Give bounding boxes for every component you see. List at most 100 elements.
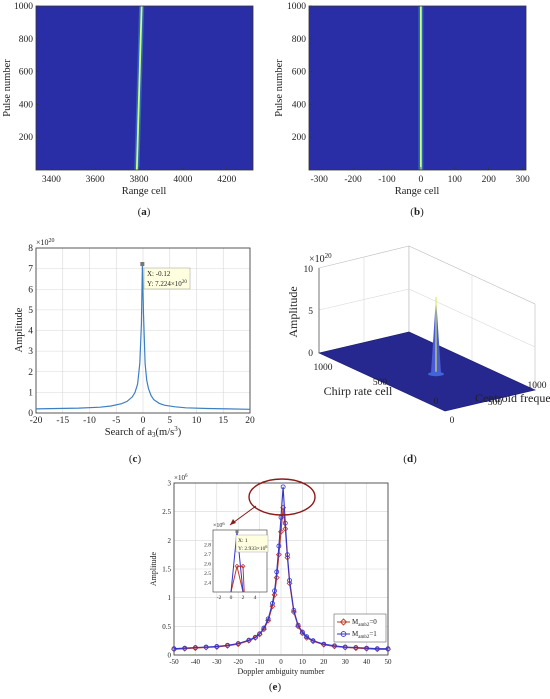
panel-e-inset-ytick-label: 2.7 <box>204 552 211 558</box>
panel-c-xtick-label: 5 <box>167 416 172 426</box>
panel-e-inset-red-point <box>240 563 246 569</box>
panel-e-xlabel: Doppler ambiguity number <box>237 667 324 676</box>
panel-e-legend-label-0: Mamb2=0 <box>352 618 377 628</box>
panel-c-xtick-label: -20 <box>30 416 43 426</box>
panel-d-xtick: 1000 <box>528 381 547 391</box>
panel-d-xtick: 0 <box>450 416 455 426</box>
panel-b-ylabel: Pulse number <box>274 59 285 117</box>
panel-e-point-1 <box>192 645 198 650</box>
panel-c-xtick-label: 10 <box>192 416 202 426</box>
panel-a-ytick-label: 600 <box>19 68 34 78</box>
panel-e-xtick-label: 50 <box>385 658 393 666</box>
panel-e-ytick-label: 0 <box>168 652 172 660</box>
panel-c-ytick-label: 5 <box>28 306 33 316</box>
panel-e-legend: Mamb2=0 Mamb2=1 <box>333 613 387 643</box>
panel-a-xtick-label: 3800 <box>130 175 149 185</box>
panel-e-point-1 <box>342 644 348 650</box>
panel-c-xtick-label: 20 <box>245 416 255 426</box>
panel-e-ytick-label: 2.5 <box>162 508 171 516</box>
panel-c-ytick-label: 7 <box>28 265 33 275</box>
panel-c-line-chart: -20 -15 -10 -5 0 5 10 15 20 0 1 2 3 4 5 6 7 8 X: -0.12 Y… <box>14 238 255 465</box>
panel-d-ztick: 10 <box>304 265 314 275</box>
panel-e-xtick-label: -50 <box>169 658 179 666</box>
panel-c-ytick-label: 1 <box>28 388 33 398</box>
panel-e-point-0 <box>282 525 289 532</box>
panel-d-ytick: 500 <box>373 378 388 388</box>
panel-b-ytick-label: 200 <box>292 133 307 143</box>
panel-e-point-0 <box>286 580 293 587</box>
panel-e-point-1 <box>282 520 288 526</box>
panel-e-inset-xtick-label: 0 <box>230 595 233 601</box>
panel-b-xtick-label: -200 <box>344 175 362 185</box>
panel-e-highlight-ellipse <box>248 478 316 516</box>
panel-b-xlabel: Range cell <box>395 186 440 197</box>
panel-e-point-0 <box>275 551 282 558</box>
panel-c-ytick-label: 6 <box>28 285 33 295</box>
panel-c-xtick-label: -15 <box>56 416 69 426</box>
panel-e-point-1 <box>214 644 220 649</box>
panel-e-inset-ytick-label: 2.6 <box>204 561 211 567</box>
panel-e-point-1 <box>235 641 241 646</box>
panel-e-ytick-label: 0.5 <box>162 623 171 631</box>
panel-c-ylabel: Amplitude <box>14 307 25 352</box>
panel-a-ytick-label: 800 <box>19 35 34 45</box>
panel-c-ytick-label: 3 <box>28 347 33 357</box>
panel-e-point-1 <box>276 543 282 549</box>
panel-e-ytick-label: 3 <box>168 480 172 488</box>
panel-e-point-1 <box>374 646 380 652</box>
panel-e-point-1 <box>261 625 267 631</box>
panel-b-ytick-label: 800 <box>292 35 307 45</box>
panel-e-point-1 <box>332 643 337 649</box>
panel-a-ytick-label: 200 <box>19 133 34 143</box>
panel-e-inset-xtick-label: -2 <box>217 595 222 601</box>
panel-e-point-1 <box>310 638 316 644</box>
panel-e-xtick-label: 30 <box>342 658 350 666</box>
panel-e-xtick-label: 0 <box>279 658 283 666</box>
panel-e-point-1 <box>257 631 263 637</box>
panel-e-legend-marker-blue <box>340 631 347 637</box>
panel-b-xtick-label: 300 <box>515 175 530 185</box>
panel-e-ytick-label: 1 <box>168 594 172 602</box>
panel-e-inset-ytick-label: 2.8 <box>204 542 211 548</box>
panel-e-xtick-label: 10 <box>299 658 307 666</box>
panel-c-ytick-label: 4 <box>28 327 33 337</box>
panel-e-xtick-label: -30 <box>212 658 222 666</box>
panel-c-ytick-label: 2 <box>28 368 33 378</box>
panel-d-xtick: 500 <box>488 398 503 408</box>
panel-e-point-1 <box>291 607 297 613</box>
panel-e-point-1 <box>304 634 310 640</box>
panel-b-xtick-label: 100 <box>448 175 463 185</box>
panel-e-inset-ytick-label: 2.4 <box>204 580 211 586</box>
panel-e-point-0 <box>273 574 280 581</box>
panel-d-surface-chart: 0 5 10 ×1020 Amplitude 1000 500 0 Chirp … <box>286 245 550 465</box>
panel-b-ytick-label: 600 <box>292 68 307 78</box>
panel-e-point-1 <box>252 634 258 640</box>
panel-e-line-chart: -50 -40 -30 -20 -10 0 10 20 30 40 50 00.511.522.53… <box>149 474 392 693</box>
panel-b-ytick-label: 1000 <box>287 2 306 12</box>
panel-e-legend-marker-red <box>339 618 348 626</box>
panel-e-point-1 <box>299 629 305 635</box>
panel-e-inset-datatip-y: Y: 2.933×106 <box>238 544 267 552</box>
panel-e-point-1 <box>171 646 177 652</box>
panel-e-inset-xtick-label: 4 <box>254 595 257 601</box>
panel-e-point-1 <box>203 644 209 650</box>
panel-e-point-1 <box>295 622 301 628</box>
panel-c-datatip-marker <box>140 262 145 267</box>
panel-a-frame <box>35 5 254 171</box>
panel-e-point-1 <box>353 645 359 650</box>
panel-c-datatip-x: X: -0.12 <box>147 270 171 278</box>
panel-e-point-1 <box>265 616 271 622</box>
panel-c-ytick-label: 8 <box>28 244 33 254</box>
panel-c-label: (c) <box>129 453 142 465</box>
panel-c-series-line <box>35 263 251 410</box>
panel-e-point-1 <box>321 641 327 647</box>
panel-e-inset-xtick-label: 2 <box>242 595 245 601</box>
panel-c-y-exponent: ×1020 <box>36 238 55 247</box>
panel-b-plot-area <box>309 6 526 170</box>
panel-c-datatip-y: Y: 7.224×1020 <box>147 280 187 288</box>
panel-d-z-exponent: ×1020 <box>309 252 332 265</box>
panel-d-zlabel: Amplitude <box>286 286 300 337</box>
panel-d-peak-base <box>428 371 444 377</box>
panel-d-xlabel: Centroid frequency cell <box>475 391 550 405</box>
panel-e-point-1 <box>280 484 286 490</box>
